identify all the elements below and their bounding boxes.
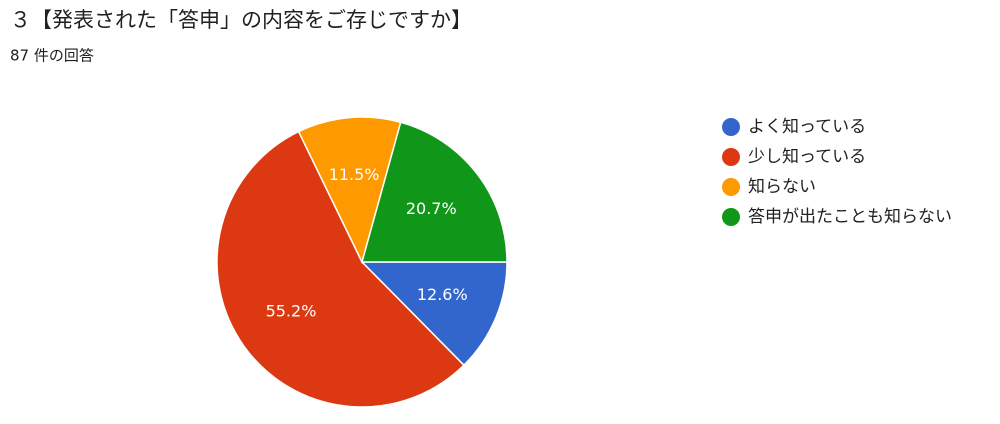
legend-swatch — [722, 148, 740, 166]
legend-label: 知らない — [748, 177, 816, 197]
pie-slice — [216, 130, 465, 408]
legend-label: よく知っている — [748, 117, 866, 137]
legend-label: 少し知っている — [748, 147, 866, 167]
pie-slice — [297, 116, 402, 265]
slice-label: 20.7% — [406, 199, 457, 218]
slice-label: 11.5% — [329, 165, 380, 184]
chart-title: ３【発表された「答申」の内容をご存じですか】 — [10, 8, 472, 32]
legend-swatch — [722, 118, 740, 136]
pie-slice — [361, 121, 508, 263]
slice-label: 12.6% — [417, 285, 468, 304]
legend-label: 答申が出たことも知らない — [748, 207, 952, 227]
legend-swatch — [722, 178, 740, 196]
chart-subtitle: 87 件の回答 — [10, 47, 94, 65]
slice-label: 55.2% — [266, 302, 317, 321]
legend-swatch — [722, 208, 740, 226]
pie-slice — [360, 261, 508, 367]
